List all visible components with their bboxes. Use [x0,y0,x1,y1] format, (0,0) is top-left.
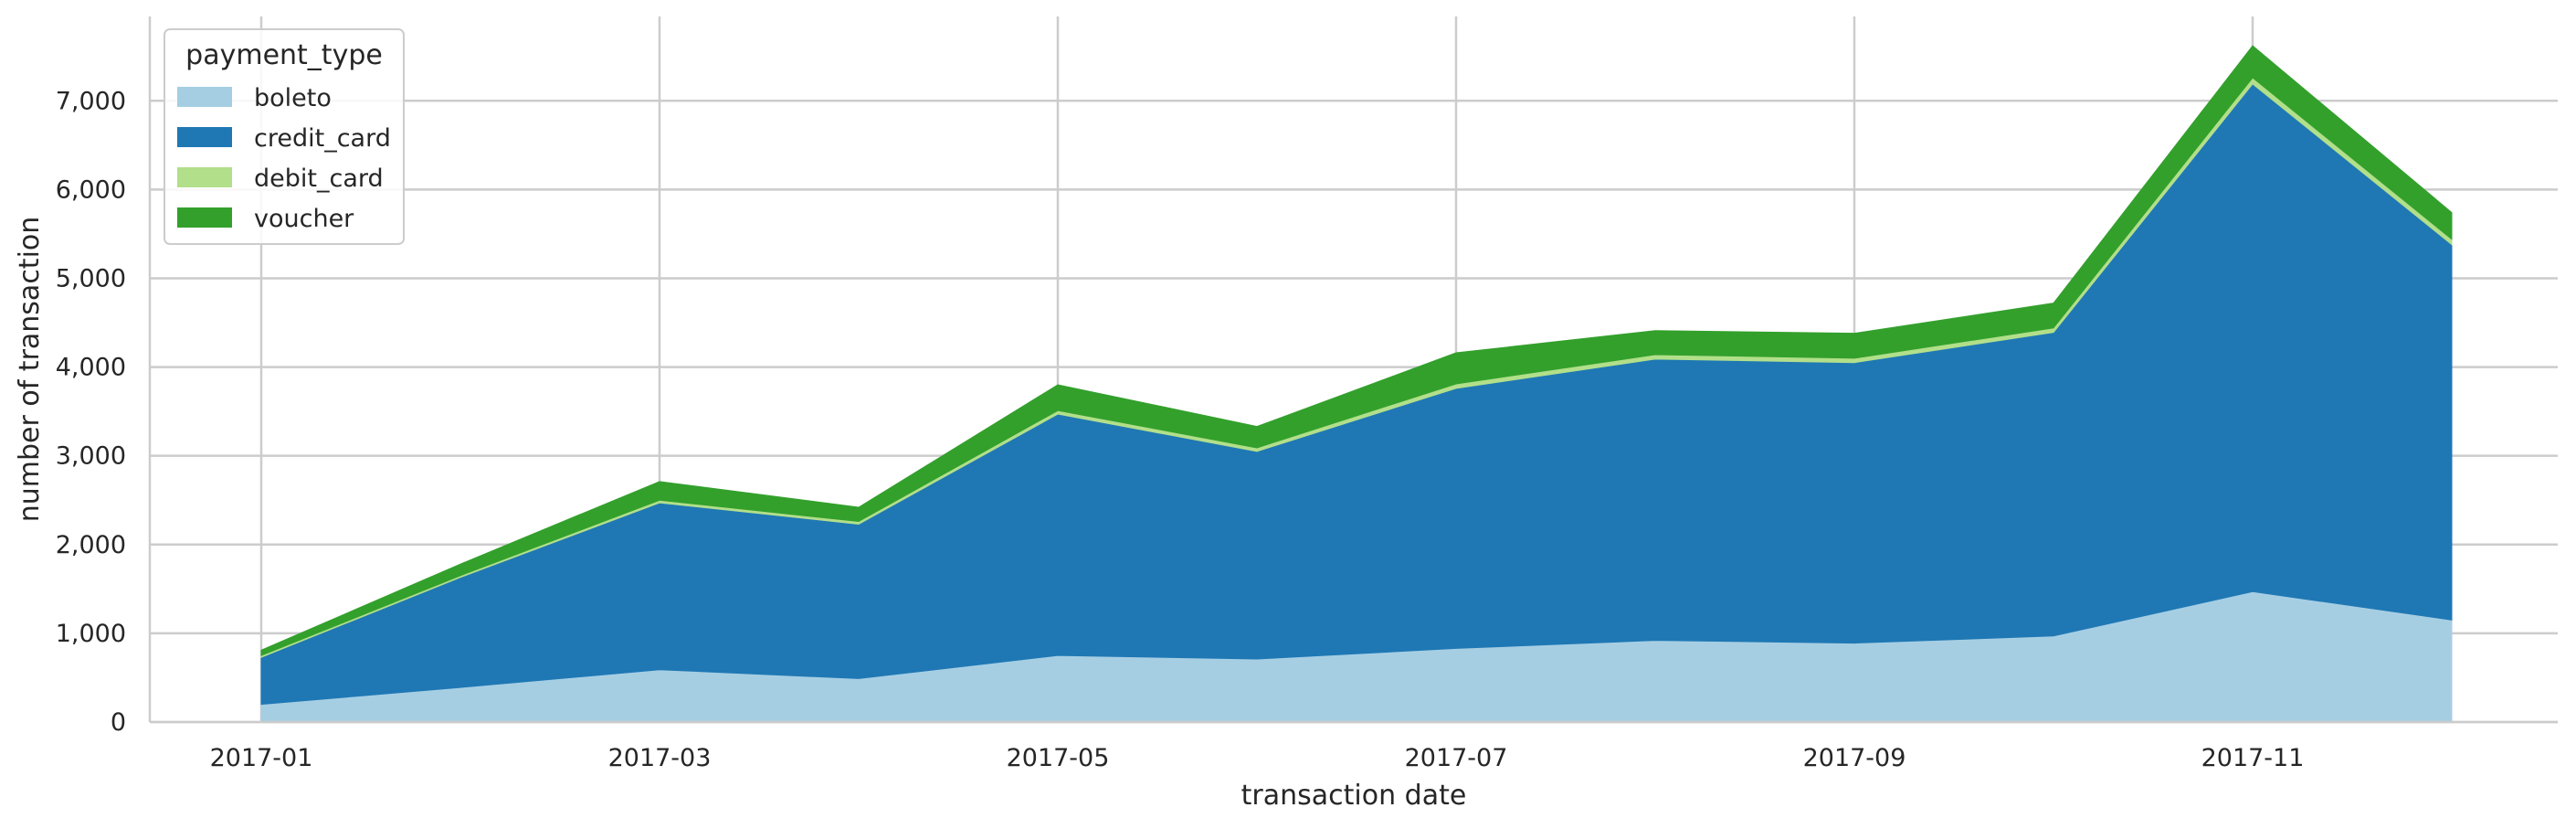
y-tick-label: 4,000 [56,354,126,382]
x-tick-label: 2017-01 [210,744,313,772]
y-tick-label: 5,000 [56,264,126,292]
y-tick-label: 3,000 [56,442,126,471]
x-tick-label: 2017-05 [1007,744,1110,772]
y-axis-label: number of transaction [14,217,46,523]
legend-label: debit_card [254,165,384,193]
legend-title: payment_type [185,39,383,71]
y-tick-label: 2,000 [56,531,126,559]
x-tick-label: 2017-09 [1803,744,1906,772]
legend: payment_type boleto credit_card debit_card… [164,28,405,245]
legend-swatch-voucher [177,207,232,228]
legend-box [164,28,405,245]
plot-areas [260,45,2453,723]
area-voucher [260,45,2453,656]
x-tick-label: 2017-07 [1405,744,1508,772]
legend-swatch-boleto [177,87,232,107]
x-tick-label: 2017-03 [608,744,712,772]
y-tick-label: 6,000 [56,175,126,204]
x-tick-labels: 2017-01 2017-03 2017-05 2017-07 2017-09 2017-… [210,744,2305,772]
legend-label: voucher [254,205,354,233]
y-tick-labels: 0 1,000 2,000 3,000 4,000 5,000 6,000 7,000 [56,87,126,737]
y-tick-label: 1,000 [56,620,126,648]
x-tick-label: 2017-11 [2201,744,2305,772]
y-tick-label: 7,000 [56,87,126,115]
legend-swatch-credit-card [177,127,232,147]
legend-label: credit_card [254,124,391,153]
x-axis-label: transaction date [1241,780,1467,812]
axes [148,16,2558,724]
y-tick-label: 0 [111,708,126,737]
legend-label: boleto [254,84,332,112]
legend-swatch-debit-card [177,167,232,187]
